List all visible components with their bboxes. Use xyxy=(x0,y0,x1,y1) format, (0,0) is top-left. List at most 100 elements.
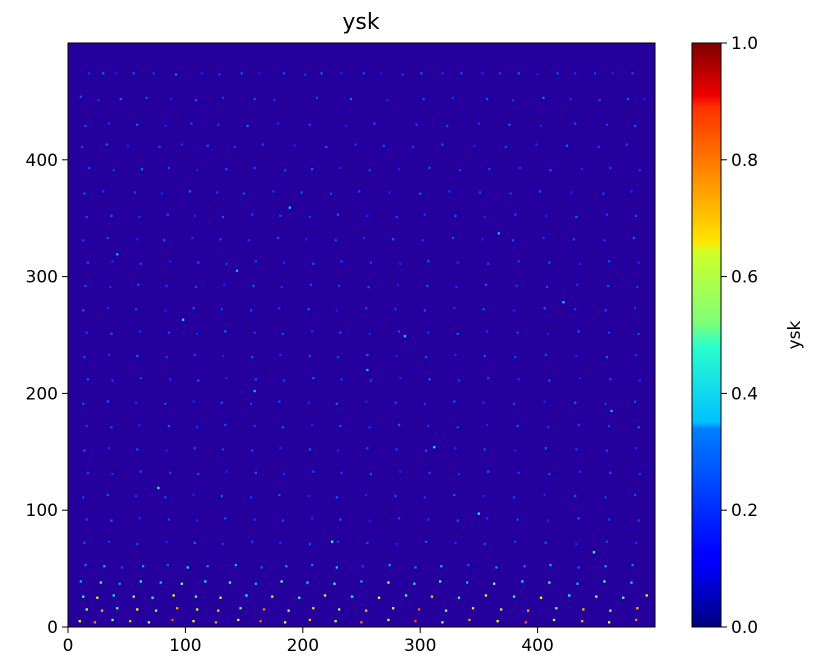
heatmap-cell xyxy=(592,551,596,554)
heatmap-cell xyxy=(142,565,145,568)
heatmap-cell xyxy=(107,353,111,356)
heatmap-cell xyxy=(279,353,282,356)
colorbar-tick-label: 0.2 xyxy=(731,501,758,521)
heatmap-cell xyxy=(206,565,209,568)
heatmap-cell xyxy=(305,238,308,241)
heatmap-cell xyxy=(453,307,456,310)
heatmap-cell xyxy=(397,517,401,520)
heatmap-cell xyxy=(193,447,196,450)
heatmap-cell xyxy=(527,609,530,612)
heatmap-cell xyxy=(366,447,369,450)
heatmap-cell xyxy=(259,620,262,623)
heatmap-cell xyxy=(349,97,353,101)
heatmap-cell xyxy=(279,541,282,544)
heatmap-cell xyxy=(172,594,175,597)
heatmap-cell xyxy=(333,582,336,585)
heatmap-cell xyxy=(456,332,459,335)
heatmap-cell xyxy=(134,308,138,311)
heatmap-cell xyxy=(622,596,625,599)
heatmap-cell xyxy=(311,423,314,427)
heatmap-cell xyxy=(636,285,639,289)
heatmap-cell xyxy=(340,378,343,381)
heatmap-cell xyxy=(555,607,558,610)
heatmap-cell xyxy=(575,354,578,358)
heatmap-cell xyxy=(361,565,364,568)
heatmap-cell xyxy=(83,192,86,195)
heatmap-cell xyxy=(548,379,551,382)
heatmap-cell xyxy=(133,191,136,194)
heatmap-cell xyxy=(496,620,499,623)
heatmap-cell xyxy=(362,72,365,75)
heatmap-cell xyxy=(574,122,577,125)
heatmap-cell xyxy=(233,145,236,149)
heatmap-cell xyxy=(151,596,154,599)
heatmap-cell xyxy=(367,285,370,289)
heatmap-cell xyxy=(180,582,183,585)
heatmap-cell xyxy=(512,496,516,499)
heatmap-cell xyxy=(79,95,82,98)
heatmap-cell xyxy=(220,401,223,404)
heatmap-cell xyxy=(111,618,114,622)
heatmap-cell xyxy=(386,99,389,102)
heatmap-cell xyxy=(112,594,115,597)
heatmap-cell xyxy=(360,580,363,583)
heatmap-cell xyxy=(220,308,223,311)
heatmap-cell xyxy=(159,581,162,584)
heatmap-cell xyxy=(482,308,485,311)
heatmap-cell xyxy=(516,331,519,334)
heatmap-cell xyxy=(396,283,399,286)
heatmap-cell xyxy=(635,541,638,544)
heatmap-cell xyxy=(140,168,144,171)
heatmap-cell xyxy=(578,470,581,473)
heatmap-cell xyxy=(369,379,372,382)
heatmap-cell xyxy=(453,400,456,403)
heatmap-cell xyxy=(441,621,444,624)
heatmap-cell xyxy=(575,542,578,546)
heatmap-cell xyxy=(250,402,253,405)
heatmap-cell xyxy=(643,97,646,101)
heatmap-cell xyxy=(577,330,580,333)
heatmap-cell xyxy=(369,261,372,264)
heatmap-cell xyxy=(514,213,517,216)
heatmap-cell xyxy=(225,470,228,473)
heatmap-cell xyxy=(304,73,307,76)
heatmap-cell xyxy=(548,472,551,476)
heatmap-cell xyxy=(471,607,475,610)
heatmap-cell xyxy=(544,214,547,217)
heatmap-cell xyxy=(542,236,545,240)
heatmap-cell xyxy=(288,206,291,209)
heatmap-cell xyxy=(253,331,256,334)
heatmap-cell xyxy=(277,236,280,240)
heatmap-cell xyxy=(165,356,168,359)
heatmap-cell xyxy=(444,609,448,612)
heatmap-cell xyxy=(119,97,122,101)
heatmap-cell xyxy=(282,72,286,75)
heatmap-cell xyxy=(536,73,539,76)
heatmap-cell xyxy=(82,309,85,312)
heatmap-cell xyxy=(521,580,524,583)
heatmap-cell xyxy=(388,191,391,194)
heatmap-cell xyxy=(335,402,338,405)
heatmap-cell xyxy=(139,470,142,473)
heatmap-cell xyxy=(456,261,459,264)
heatmap-cell xyxy=(280,285,283,289)
heatmap-cell xyxy=(116,253,119,256)
colorbar-axis: 0.0 0.2 0.4 0.6 0.8 1.0 xyxy=(721,34,758,638)
heatmap-cell xyxy=(105,143,108,146)
heatmap-cell xyxy=(253,424,256,428)
heatmap-cell xyxy=(399,262,402,265)
heatmap-cell xyxy=(240,72,243,75)
heatmap-cell xyxy=(110,519,113,522)
heatmap-cell xyxy=(397,330,401,333)
heatmap-cell xyxy=(103,565,106,568)
heatmap-cell xyxy=(250,496,253,499)
heatmap-cell xyxy=(84,284,87,288)
heatmap-cell xyxy=(215,191,219,194)
heatmap-cell xyxy=(482,495,485,498)
y-tick-label: 200 xyxy=(26,384,58,404)
heatmap-cell xyxy=(460,72,463,75)
heatmap-cell xyxy=(511,239,515,242)
heatmap-cell xyxy=(85,424,88,428)
heatmap-cell xyxy=(387,618,390,622)
heatmap-cell xyxy=(228,581,232,584)
